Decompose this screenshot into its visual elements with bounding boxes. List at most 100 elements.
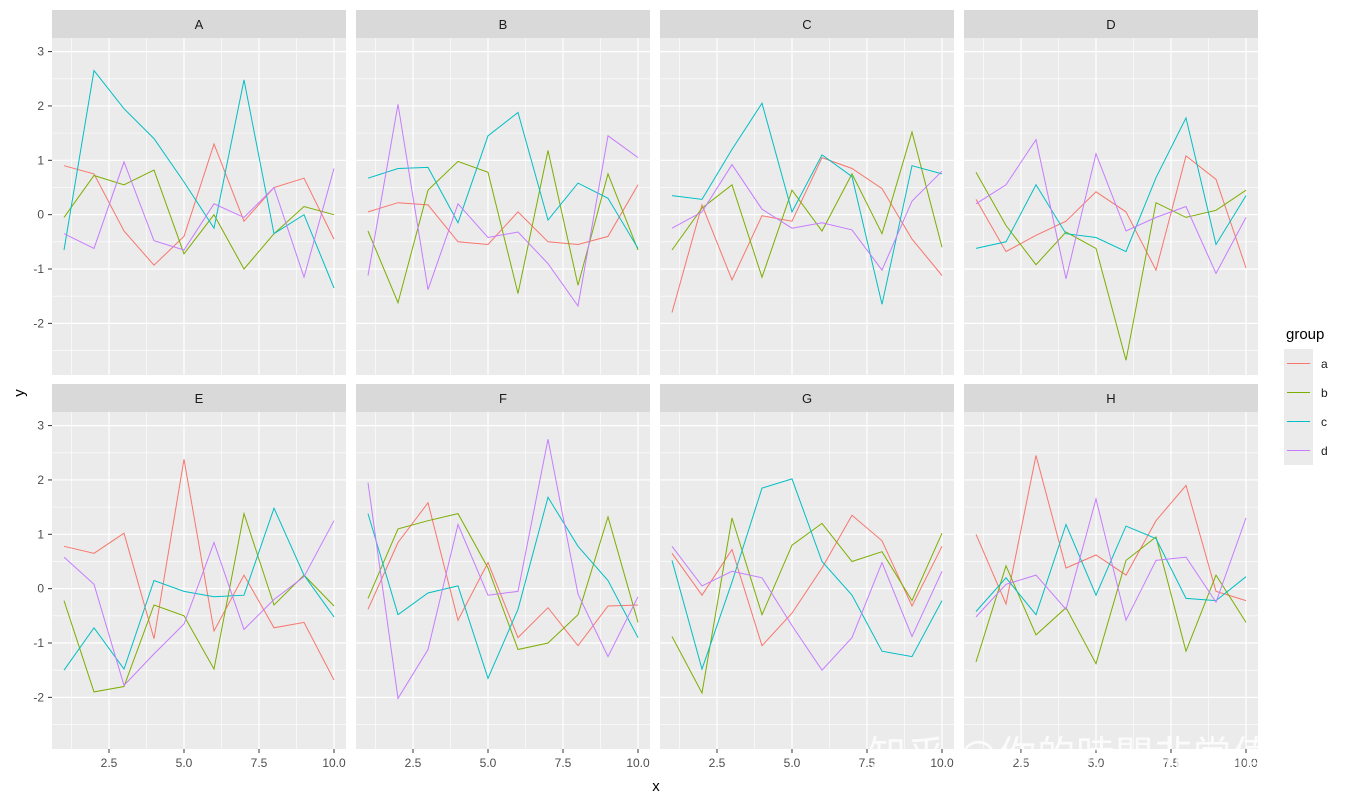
series-line-A-b bbox=[63, 169, 335, 270]
legend-key-c bbox=[1284, 407, 1313, 436]
legend-item-b: b bbox=[1284, 378, 1344, 407]
facet-panel-D: D bbox=[964, 10, 1258, 375]
y-tick-label: -2 bbox=[33, 690, 44, 704]
series-line-D-d bbox=[975, 138, 1247, 279]
legend-item-c: c bbox=[1284, 407, 1344, 436]
legend: group a b c d bbox=[1284, 326, 1344, 465]
legend-item-d: d bbox=[1284, 436, 1344, 465]
x-tick-label: 5.0 bbox=[1088, 756, 1105, 770]
series-line-E-d bbox=[63, 520, 335, 687]
facet-panel-B: B bbox=[356, 10, 650, 375]
legend-key-d bbox=[1284, 436, 1313, 465]
panel-background-D bbox=[964, 38, 1258, 375]
y-tick-label: -1 bbox=[33, 262, 44, 276]
x-tick-label: 5.0 bbox=[176, 756, 193, 770]
y-tick-label: 1 bbox=[37, 527, 44, 541]
legend-swatch-d bbox=[1287, 450, 1310, 451]
series-line-G-c bbox=[671, 478, 943, 671]
x-tick-label: 2.5 bbox=[405, 756, 422, 770]
series-line-H-a bbox=[975, 455, 1247, 606]
facet-strip-H bbox=[964, 384, 1258, 412]
series-line-C-b bbox=[671, 130, 943, 279]
facet-panel-C: C bbox=[660, 10, 954, 375]
series-line-C-a bbox=[671, 156, 943, 313]
facet-panel-H: H 2.5 5.0 7.5 10.0 bbox=[964, 384, 1258, 770]
x-tick-label: 2.5 bbox=[1013, 756, 1030, 770]
facet-panel-E: E -2 -1 0 1 2 3 2.5 5.0 7.5 10.0 bbox=[33, 384, 346, 770]
y-tick-label: -2 bbox=[33, 316, 44, 330]
y-tick-label: 0 bbox=[37, 582, 44, 596]
x-tick-label: 10.0 bbox=[930, 756, 954, 770]
legend-label-d: d bbox=[1321, 443, 1328, 458]
series-line-A-a bbox=[63, 142, 335, 266]
x-tick-label: 7.5 bbox=[555, 756, 572, 770]
series-line-E-b bbox=[63, 511, 335, 693]
facet-label-C: C bbox=[802, 17, 811, 32]
x-tick-label: 10.0 bbox=[322, 756, 346, 770]
panel-background-C bbox=[660, 38, 954, 375]
panel-background-F bbox=[356, 412, 650, 749]
series-line-B-c bbox=[367, 111, 639, 249]
x-tick-label: 7.5 bbox=[251, 756, 268, 770]
y-tick-label: 3 bbox=[37, 419, 44, 433]
x-tick-label: 10.0 bbox=[1234, 756, 1258, 770]
y-tick-label: 3 bbox=[37, 45, 44, 59]
facet-strip-E bbox=[52, 384, 346, 412]
legend-item-a: a bbox=[1284, 349, 1344, 378]
panel-background-G bbox=[660, 412, 954, 749]
x-tick-label: 5.0 bbox=[784, 756, 801, 770]
series-line-D-a bbox=[975, 155, 1247, 272]
series-line-D-b bbox=[975, 172, 1247, 361]
legend-label-c: c bbox=[1321, 414, 1327, 429]
x-tick-label: 2.5 bbox=[709, 756, 726, 770]
facet-label-F: F bbox=[499, 391, 507, 406]
legend-key-b bbox=[1284, 378, 1313, 407]
series-line-D-c bbox=[975, 116, 1247, 253]
legend-swatch-a bbox=[1287, 363, 1310, 364]
series-line-A-c bbox=[63, 69, 335, 289]
facet-strip-C bbox=[660, 10, 954, 38]
facet-label-D: D bbox=[1106, 17, 1115, 32]
series-line-E-a bbox=[63, 459, 335, 681]
series-line-C-d bbox=[671, 163, 943, 272]
series-line-H-d bbox=[975, 497, 1247, 622]
legend-title: group bbox=[1286, 326, 1325, 343]
legend-label-b: b bbox=[1321, 385, 1328, 400]
x-tick-label: 5.0 bbox=[480, 756, 497, 770]
x-tick-label: 7.5 bbox=[1163, 756, 1180, 770]
facet-strip-B bbox=[356, 10, 650, 38]
facet-label-E: E bbox=[195, 391, 204, 406]
series-line-H-b bbox=[975, 536, 1247, 666]
facet-label-G: G bbox=[802, 391, 812, 406]
facet-strip-G bbox=[660, 384, 954, 412]
legend-label-a: a bbox=[1321, 356, 1328, 371]
facet-panel-G: G 2.5 5.0 7.5 10.0 bbox=[660, 384, 954, 770]
y-tick-label: 2 bbox=[37, 473, 44, 487]
x-tick-label: 7.5 bbox=[859, 756, 876, 770]
legend-swatch-c bbox=[1287, 421, 1310, 422]
facet-label-B: B bbox=[499, 17, 508, 32]
panel-background-A bbox=[52, 38, 346, 375]
legend-key-a bbox=[1284, 349, 1313, 378]
y-tick-label: 2 bbox=[37, 99, 44, 113]
series-line-G-b bbox=[671, 517, 943, 695]
facet-strip-A bbox=[52, 10, 346, 38]
legend-swatch-b bbox=[1287, 392, 1310, 393]
series-line-F-c bbox=[367, 496, 639, 680]
panel-background-B bbox=[356, 38, 650, 375]
y-tick-label: 1 bbox=[37, 153, 44, 167]
x-tick-label: 10.0 bbox=[626, 756, 650, 770]
series-line-B-b bbox=[367, 150, 639, 305]
facet-panel-F: F 2.5 5.0 7.5 10.0 bbox=[356, 384, 650, 770]
panel-background-H bbox=[964, 412, 1258, 749]
panel-background-E bbox=[52, 412, 346, 749]
series-line-F-d bbox=[367, 439, 639, 700]
series-line-B-d bbox=[367, 104, 639, 308]
series-line-G-a bbox=[671, 514, 943, 647]
facet-strip-F bbox=[356, 384, 650, 412]
facet-label-A: A bbox=[195, 17, 204, 32]
series-line-A-d bbox=[63, 160, 335, 279]
facet-panel-A: A -2 -1 0 1 2 3 bbox=[33, 10, 346, 375]
y-axis-title: y bbox=[11, 389, 28, 397]
y-tick-label: -1 bbox=[33, 636, 44, 650]
